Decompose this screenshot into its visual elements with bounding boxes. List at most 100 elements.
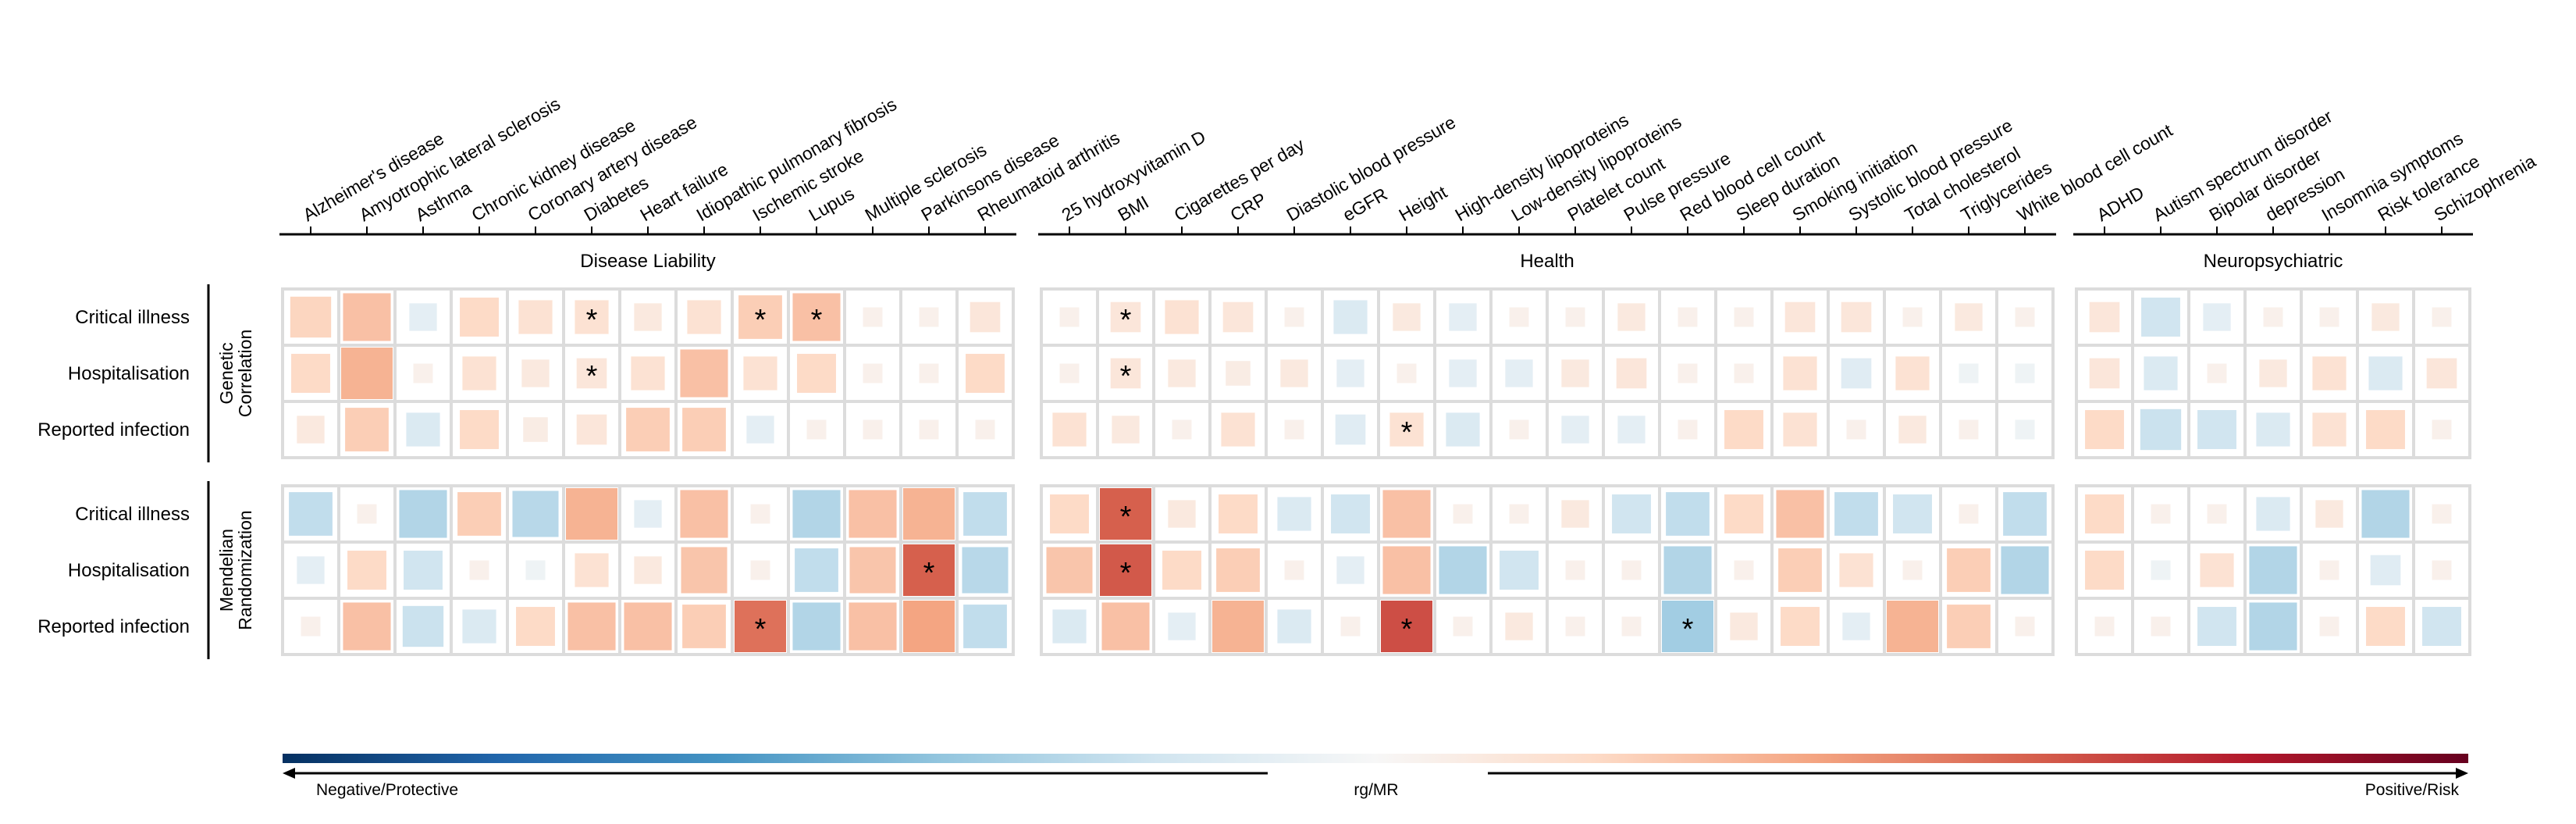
heatmap-cell xyxy=(1500,551,1539,590)
heatmap-cell xyxy=(518,300,553,334)
heatmap-cell xyxy=(290,296,332,338)
heatmap-cell xyxy=(576,358,607,389)
heatmap-cell xyxy=(1565,560,1585,580)
heatmap-cell xyxy=(1059,363,1080,383)
heatmap-cell xyxy=(1059,307,1080,327)
heatmap-cell xyxy=(1617,303,1646,331)
heatmap-cell xyxy=(413,363,433,383)
significance-star: * xyxy=(586,304,598,337)
column-label: ADHD xyxy=(2094,182,2147,225)
heatmap-cell xyxy=(406,412,440,447)
heatmap-cell xyxy=(634,556,662,584)
heatmap-cell xyxy=(2207,363,2227,383)
heatmap-cell xyxy=(2141,298,2180,337)
heatmap-cell xyxy=(1052,412,1087,447)
heatmap-cell xyxy=(1561,359,1589,387)
heatmap-cell xyxy=(1449,359,1477,387)
column-label: BMI xyxy=(1115,191,1152,225)
heatmap-cell xyxy=(2151,504,2171,524)
colorbar-right-arrowhead xyxy=(2456,768,2468,779)
heatmap-cell xyxy=(963,492,1007,536)
heatmap-cell xyxy=(2151,560,2171,580)
heatmap-cell xyxy=(1222,301,1254,333)
heatmap-cell xyxy=(919,363,939,383)
significance-star: * xyxy=(1401,613,1413,646)
heatmap-cell xyxy=(2319,560,2339,580)
heatmap-cell xyxy=(795,548,838,592)
heatmap-cell xyxy=(1621,616,1642,637)
heatmap-cell xyxy=(1561,500,1589,528)
heatmap-cell xyxy=(1959,419,1979,440)
heatmap-cell xyxy=(2426,358,2457,389)
row-group-label: MendelianRandomization xyxy=(216,510,255,630)
heatmap-cell xyxy=(2089,301,2120,333)
heatmap-cell xyxy=(792,602,841,651)
heatmap-cell xyxy=(2259,359,2287,387)
heatmap-cell xyxy=(462,356,496,391)
heatmap-cell xyxy=(1666,492,1710,536)
heatmap-cell xyxy=(975,419,995,440)
heatmap-cell xyxy=(1565,616,1585,637)
colorbar-left-arrowhead xyxy=(283,768,295,779)
heatmap-cell xyxy=(1112,416,1140,444)
significance-star: * xyxy=(755,304,767,337)
heatmap-cell xyxy=(634,500,662,528)
heatmap-cell xyxy=(966,354,1005,393)
heatmap-cell xyxy=(297,416,325,444)
heatmap-cell xyxy=(2249,546,2297,594)
heatmap-cell xyxy=(1898,416,1927,444)
panel xyxy=(2075,287,2471,459)
panel: * * * xyxy=(1040,287,2055,459)
heatmap-cell xyxy=(1168,612,1196,640)
row-label: Critical illness xyxy=(75,504,190,525)
heatmap-cell xyxy=(2370,555,2401,586)
heatmap-cell xyxy=(1678,307,1698,327)
heatmap-cell xyxy=(357,504,377,524)
heatmap-cell xyxy=(2197,410,2236,449)
heatmap-cell xyxy=(343,602,391,651)
colorbar-right-label: Positive/Risk xyxy=(2365,781,2460,799)
heatmap-cell xyxy=(1678,419,1698,440)
heatmap-cell xyxy=(516,607,555,646)
heatmap-cell xyxy=(2015,419,2035,440)
heatmap-cell xyxy=(1382,546,1431,594)
column-group-label: Disease Liability xyxy=(580,251,715,272)
heatmap-cell xyxy=(2085,494,2124,533)
heatmap-cell xyxy=(1046,547,1093,594)
heatmap-cell xyxy=(735,601,786,652)
heatmap-cell xyxy=(2319,616,2339,637)
colorbar-gradient xyxy=(283,754,2468,763)
heatmap-cell xyxy=(1959,363,1979,383)
heatmap-cell xyxy=(2094,616,2115,637)
heatmap-cell xyxy=(1101,602,1150,651)
panel: * * * * xyxy=(281,287,1015,459)
heatmap-cell xyxy=(1895,356,1930,391)
heatmap-cell xyxy=(1565,307,1585,327)
heatmap-cell xyxy=(1389,412,1424,447)
heatmap-cell xyxy=(1221,412,1255,447)
heatmap-cell xyxy=(1336,556,1364,584)
heatmap-cell xyxy=(1509,504,1529,524)
heatmap-cell xyxy=(343,293,391,341)
heatmap-cell xyxy=(682,408,726,451)
heatmap-cell xyxy=(1678,363,1698,383)
heatmap-cell xyxy=(345,408,389,451)
significance-star: * xyxy=(755,613,767,646)
heatmap-cell xyxy=(743,356,777,391)
heatmap-cell xyxy=(750,504,770,524)
heatmap-cell xyxy=(301,616,321,637)
heatmap-cell xyxy=(849,547,896,594)
heatmap-cell xyxy=(1734,307,1754,327)
heatmap-cell xyxy=(2256,412,2290,447)
heatmap-cell xyxy=(1284,307,1304,327)
heatmap-cell xyxy=(2151,616,2171,637)
heatmap-cell xyxy=(291,354,330,393)
significance-star: * xyxy=(1120,557,1132,590)
heatmap-cell xyxy=(1778,548,1822,592)
heatmap-cell xyxy=(1453,616,1473,637)
heatmap-cell xyxy=(1050,494,1089,533)
heatmap-cell xyxy=(680,349,728,398)
heatmap-cell xyxy=(2001,546,2049,594)
